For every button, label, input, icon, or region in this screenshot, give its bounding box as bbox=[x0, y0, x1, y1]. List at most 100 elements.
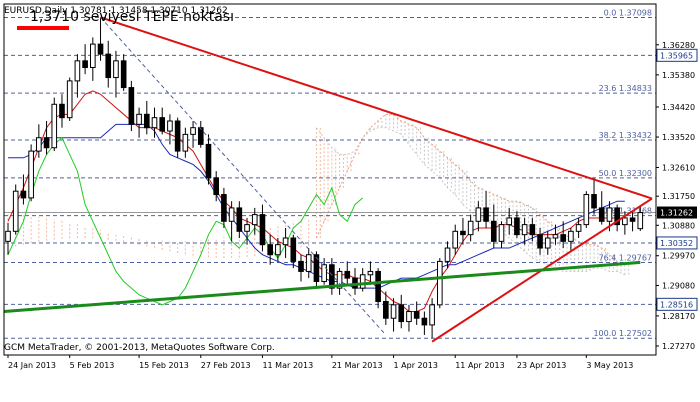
candle-body bbox=[43, 137, 50, 149]
candle-body bbox=[444, 247, 451, 262]
candle-body bbox=[460, 230, 466, 236]
y-tick-label: 1.33520 bbox=[662, 133, 695, 142]
x-tick-label: 23 Apr 2013 bbox=[517, 361, 566, 370]
y-tick-label: 1.30880 bbox=[662, 221, 695, 230]
candle-body bbox=[5, 230, 11, 242]
x-tick-label: 27 Feb 2013 bbox=[201, 361, 251, 370]
candle-body bbox=[197, 127, 204, 145]
fib-label: 76.4 1.29767 bbox=[599, 254, 652, 263]
level-box bbox=[656, 48, 698, 62]
candle-body bbox=[398, 304, 405, 323]
level-label: 1.28516 bbox=[660, 300, 693, 309]
x-tick-label: 1 Apr 2013 bbox=[394, 361, 438, 370]
candle-body bbox=[537, 234, 543, 249]
fib-label: 23.6 1.34833 bbox=[599, 84, 652, 93]
axes: 1.36280 1.35380 1.34420 1.33520 1.32610 1.317… bbox=[3, 3, 698, 370]
trendlines bbox=[3, 16, 653, 343]
candle-body bbox=[159, 117, 166, 132]
resistance-trendline bbox=[100, 16, 653, 200]
candle-body bbox=[97, 43, 104, 55]
candle-body bbox=[143, 113, 150, 129]
candle-body bbox=[529, 224, 536, 236]
y-tick-label: 1.28170 bbox=[662, 312, 695, 321]
candle-body bbox=[336, 270, 343, 289]
y-tick-label: 1.27270 bbox=[662, 342, 695, 351]
fib-label: 0.0 1.37098 bbox=[604, 8, 652, 17]
candle-body bbox=[506, 217, 513, 226]
fib-label: 61.8 1.31168 bbox=[599, 207, 652, 216]
symbol-header: EURUSD,Daily 1.30781 1.31458 1.30710 1.3… bbox=[4, 6, 228, 16]
candle-body bbox=[614, 207, 620, 226]
candle-body bbox=[28, 150, 34, 199]
candle-body bbox=[575, 224, 582, 232]
candle-body bbox=[359, 274, 366, 289]
candle-body bbox=[483, 207, 489, 222]
fibonacci-levels: 0.0 1.37098 23.6 1.34833 38.2 1.33432 50.0 … bbox=[4, 8, 656, 339]
candle-body bbox=[606, 207, 613, 222]
candle-body bbox=[182, 133, 189, 152]
candle-body bbox=[429, 304, 435, 326]
candle-body bbox=[228, 207, 235, 222]
candle-body bbox=[375, 270, 381, 303]
ichimoku-cloud bbox=[7, 113, 630, 276]
chikou-span-line bbox=[7, 136, 364, 306]
candle-body bbox=[475, 207, 482, 222]
candle-body bbox=[344, 270, 351, 279]
candle-body bbox=[82, 60, 88, 69]
candle-body bbox=[51, 103, 58, 149]
candle-body bbox=[583, 194, 590, 226]
candle-body bbox=[66, 80, 73, 119]
level-box bbox=[656, 236, 698, 250]
candle-body bbox=[282, 237, 289, 246]
candle-body bbox=[367, 270, 374, 276]
candle-body bbox=[560, 234, 566, 242]
candle-body bbox=[151, 117, 158, 129]
candle-body bbox=[275, 244, 281, 256]
candle-body bbox=[329, 264, 335, 289]
candle-body bbox=[251, 214, 258, 226]
candle-body bbox=[298, 260, 304, 272]
candle-body bbox=[190, 127, 196, 135]
candle-body bbox=[105, 53, 112, 79]
candle-body bbox=[421, 317, 428, 326]
fib-label: 50.0 1.32300 bbox=[599, 169, 652, 178]
candle-body bbox=[205, 143, 212, 179]
candle-body bbox=[113, 60, 119, 79]
candle-body bbox=[236, 207, 243, 232]
fib-label: 100.0 1.27502 bbox=[593, 329, 652, 338]
candle-body bbox=[629, 217, 636, 222]
x-tick-label: 11 Mar 2013 bbox=[262, 361, 313, 370]
chart-labels: EURUSD,Daily 1.30781 1.31458 1.30710 1.3… bbox=[4, 6, 275, 353]
candle-body bbox=[383, 301, 389, 319]
candle-body bbox=[568, 230, 574, 242]
y-tick-label: 1.36280 bbox=[662, 41, 695, 50]
candle-body bbox=[267, 244, 273, 256]
fib-label: 38.2 1.33432 bbox=[599, 131, 652, 140]
candle-body bbox=[436, 260, 443, 306]
y-tick-label: 1.31750 bbox=[662, 192, 695, 201]
x-tick-label: 24 Jan 2013 bbox=[8, 361, 56, 370]
x-tick-label: 5 Feb 2013 bbox=[70, 361, 115, 370]
x-tick-label: 11 Apr 2013 bbox=[455, 361, 504, 370]
y-tick-label: 1.29080 bbox=[662, 281, 695, 290]
x-tick-label: 3 May 2013 bbox=[586, 361, 633, 370]
candle-body bbox=[167, 120, 173, 132]
candle-body bbox=[59, 103, 65, 119]
candle-body bbox=[90, 43, 96, 69]
candle-body bbox=[591, 194, 597, 209]
candle-body bbox=[290, 237, 297, 262]
y-tick-label: 1.29970 bbox=[662, 252, 695, 261]
current-price-box bbox=[657, 206, 697, 219]
candle-body bbox=[20, 190, 27, 199]
candle-body bbox=[544, 237, 551, 249]
candle-body bbox=[12, 190, 19, 232]
candle-body bbox=[136, 113, 142, 125]
candle-body bbox=[174, 120, 181, 152]
candlesticks bbox=[5, 17, 644, 339]
candle-body bbox=[622, 217, 628, 226]
candle-body bbox=[514, 217, 520, 236]
plot-frame bbox=[3, 3, 657, 356]
footer-label: GCM MetaTrader, © 2001-2013, MetaQuotes … bbox=[4, 343, 275, 353]
